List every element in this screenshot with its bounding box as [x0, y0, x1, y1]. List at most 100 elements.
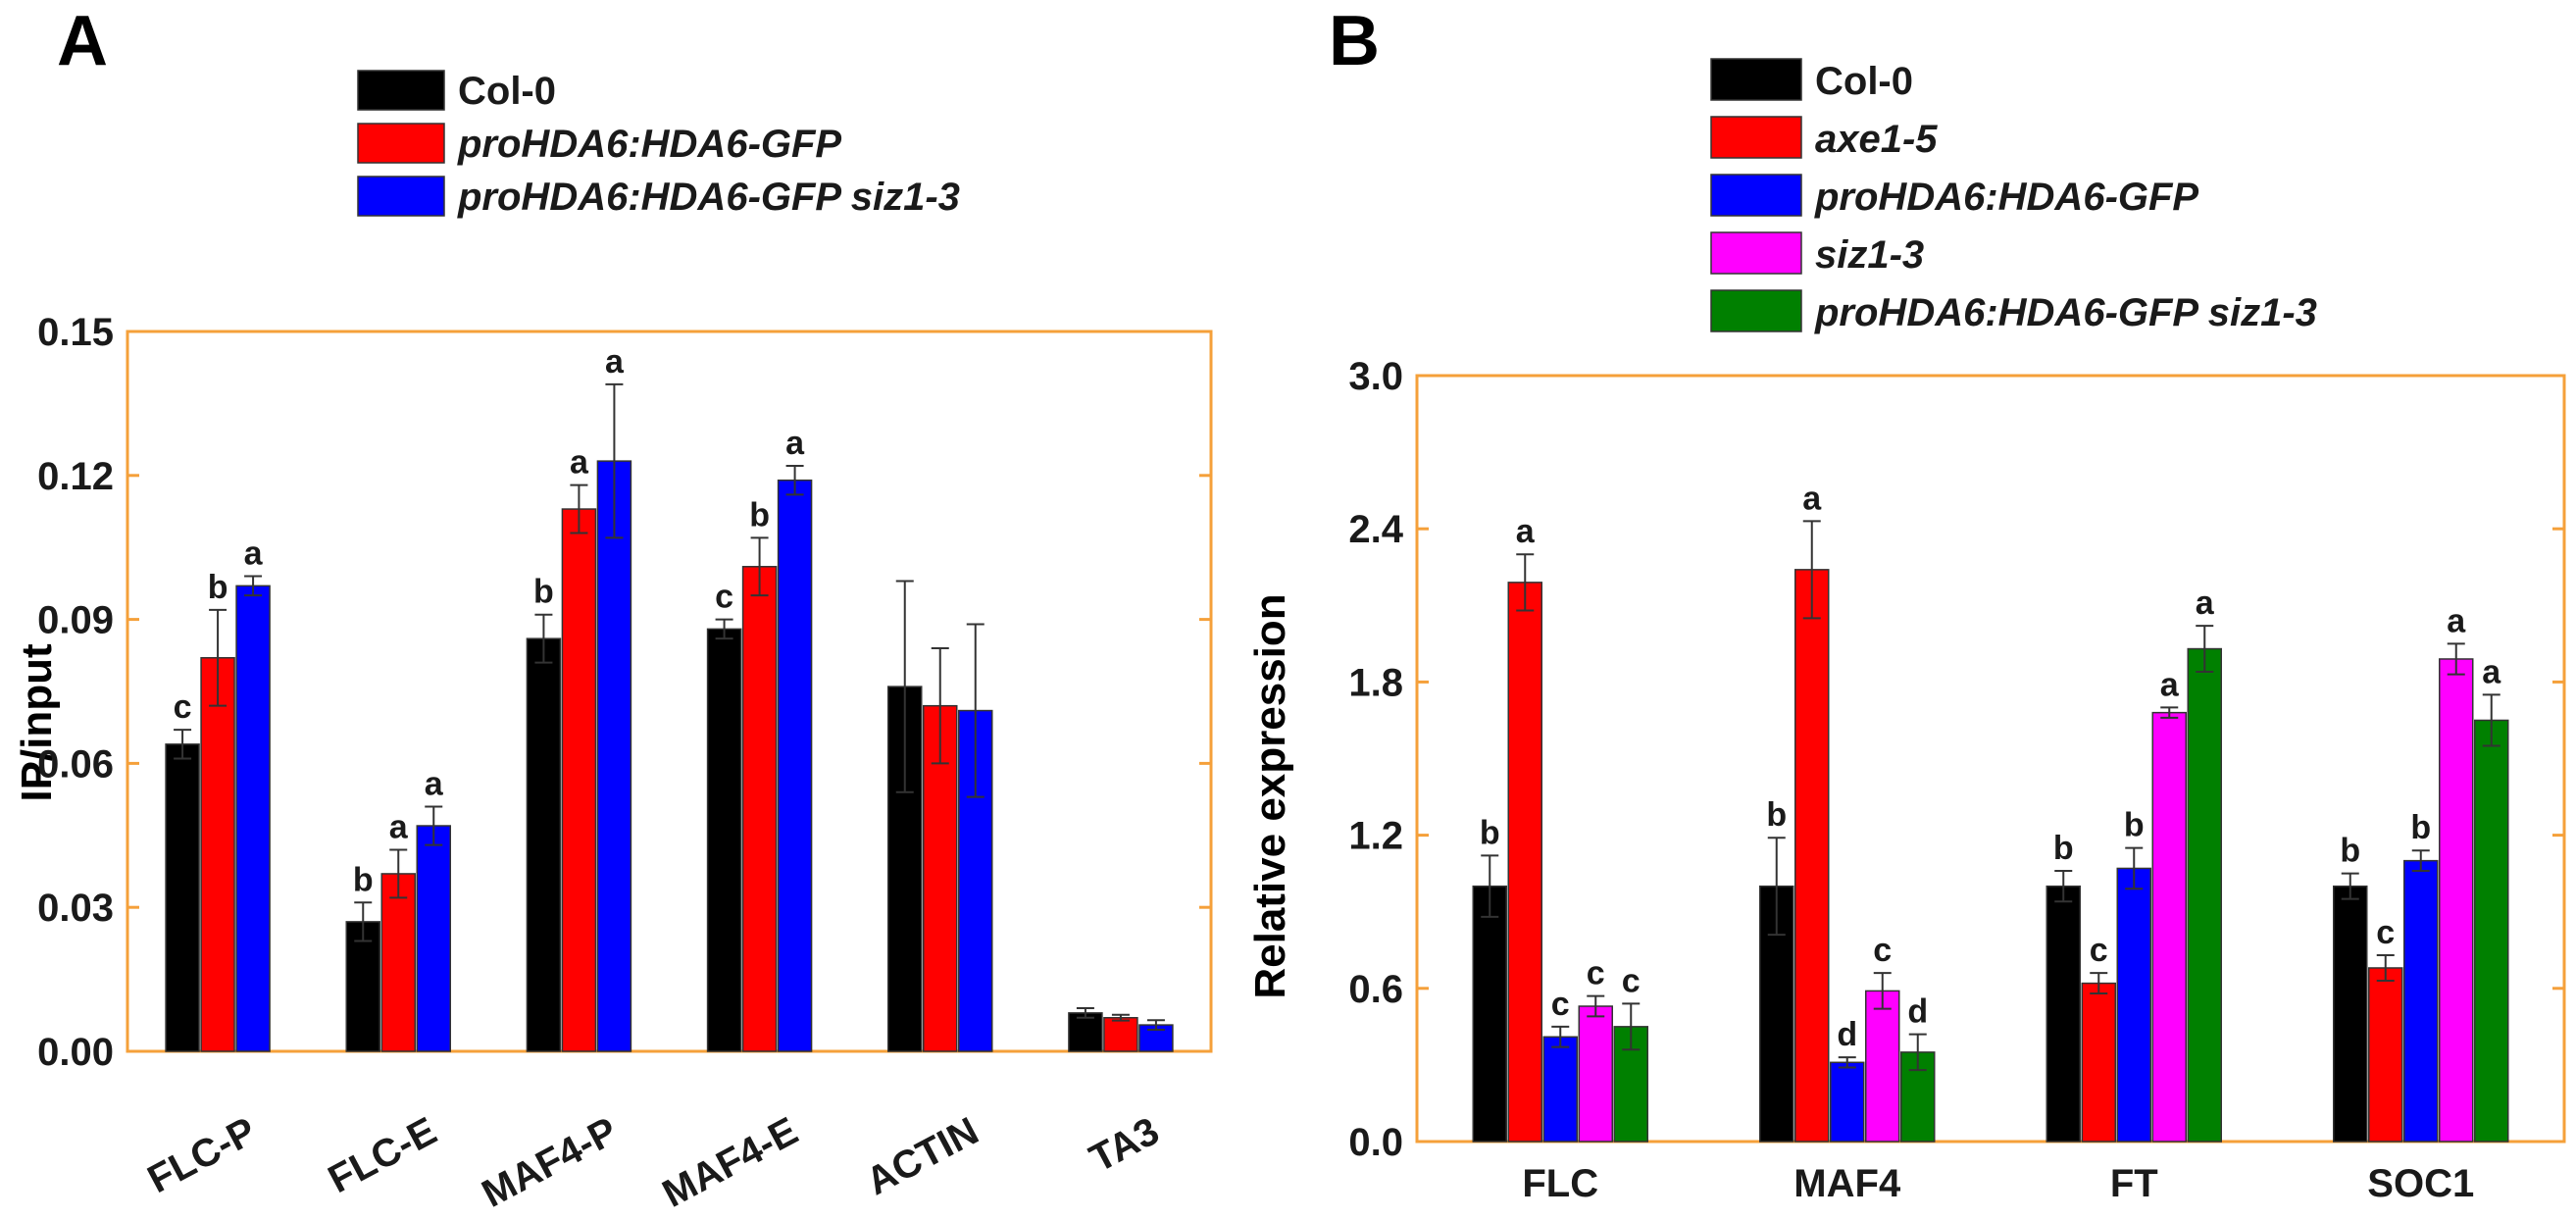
panel-a-bar-flc-p-col-0: [165, 743, 200, 1052]
panel-b-significance-letter: c: [1551, 986, 1570, 1023]
panel-b-legend: Col-0 axe1-5 proHDA6:HDA6-GFP siz1-3 proHDA6…: [1710, 58, 2317, 334]
panel-b: B Col-0 axe1-5 proHDA6:HDA6-GFP siz1-3 proHD…: [1246, 2, 2566, 1205]
panel-b-bar-flc-siz1-3: [1578, 1005, 1613, 1143]
panel-b-legend-swatch: [1710, 289, 1802, 332]
panel-a-ytick-label: 0.15: [37, 311, 114, 354]
panel-b-significance-letter: c: [2376, 914, 2395, 951]
panel-a-letter: A: [57, 2, 108, 80]
panel-b-significance-letter: a: [1802, 480, 1822, 517]
panel-a-significance-letter: a: [570, 444, 589, 482]
panel-a-bar-maf4-p-prohda6-hda6-gfp-siz1-3: [596, 460, 632, 1052]
panel-b-significance-letter: b: [2410, 809, 2431, 846]
panel-b-significance-letter: c: [1587, 955, 1605, 992]
panel-a-bar-maf4-e-col-0: [706, 628, 742, 1052]
panel-b-legend-label: axe1-5: [1815, 118, 1938, 161]
panel-a-bar-ta3-prohda6-hda6-gfp: [1103, 1016, 1138, 1052]
panel-b-legend-label: Col-0: [1815, 60, 1913, 103]
panel-a-significance-letter: a: [425, 765, 444, 802]
panel-b-bar-ft-prohda6-hda6-gfp-siz1-3: [2187, 647, 2222, 1143]
panel-b-bar-soc1-col-0: [2333, 885, 2368, 1143]
panel-b-category-label: SOC1: [2367, 1162, 2474, 1205]
panel-b-legend-label: proHDA6:HDA6-GFP siz1-3: [1814, 291, 2317, 334]
panel-a-legend-label: proHDA6:HDA6-GFP siz1-3: [457, 176, 960, 219]
panel-b-significance-letter: c: [2090, 932, 2108, 969]
panel-b-bar-ft-prohda6-hda6-gfp: [2116, 867, 2151, 1143]
panel-a-plot-frame: [126, 330, 1213, 1053]
panel-a-bar-maf4-p-col-0: [526, 637, 562, 1052]
panel-a-significance-letter: c: [715, 579, 733, 616]
panel-a-ytick-label: 0.12: [37, 455, 114, 498]
panel-b-ytick-label: 0.6: [1348, 968, 1403, 1011]
panel-b-ytick-label: 3.0: [1348, 355, 1403, 398]
panel-a-bar-flc-p-prohda6-hda6-gfp: [200, 656, 235, 1052]
panel-b-significance-letter: c: [1873, 932, 1892, 969]
panel-b-bar-soc1-prohda6-hda6-gfp-siz1-3: [2474, 719, 2509, 1143]
panel-b-legend-swatch: [1710, 58, 1802, 101]
panel-a-significance-letter: c: [174, 688, 192, 726]
panel-a-legend-label: proHDA6:HDA6-GFP: [457, 123, 841, 166]
panel-b-bar-soc1-siz1-3: [2439, 658, 2474, 1143]
panel-b-bar-flc-axe1-5: [1507, 582, 1542, 1143]
panel-a-bar-flc-e-col-0: [345, 921, 380, 1052]
panel-a-ytick-label: 0.06: [37, 742, 114, 786]
panel-b-bar-soc1-axe1-5: [2368, 967, 2403, 1143]
panel-a-bar-ta3-col-0: [1068, 1012, 1103, 1052]
panel-b-significance-letter: b: [2053, 830, 2074, 867]
panel-b-plot-frame: [1415, 374, 2566, 1144]
panel-b-significance-letter: b: [1480, 814, 1500, 851]
panel-a-legend-label: Col-0: [458, 70, 556, 113]
panel-b-bar-maf4-siz1-3: [1865, 990, 1900, 1143]
panel-b-category-label: FT: [2110, 1162, 2158, 1205]
panel-a-bar-flc-p-prohda6-hda6-gfp-siz1-3: [235, 585, 271, 1052]
panel-b-legend-swatch: [1710, 231, 1802, 275]
panel-b-bar-maf4-axe1-5: [1794, 569, 1830, 1143]
panel-b-significance-letter: d: [1907, 993, 1928, 1031]
panel-b-ytick-label: 1.8: [1348, 661, 1403, 704]
panel-a-significance-letter: b: [749, 496, 770, 534]
panel-a-ytick-label: 0.09: [37, 599, 114, 642]
panel-b-ytick-label: 1.2: [1348, 815, 1403, 858]
panel-a-significance-letter: a: [389, 808, 409, 845]
panel-b-bar-ft-axe1-5: [2081, 982, 2116, 1143]
panel-b-ylabel: Relative expression: [1246, 593, 1294, 998]
panel-b-legend-swatch: [1710, 116, 1802, 159]
panel-b-significance-letter: b: [2340, 833, 2360, 870]
panel-a-legend: Col-0 proHDA6:HDA6-GFP proHDA6:HDA6-GFP si…: [357, 70, 960, 219]
panel-b-significance-letter: b: [2124, 807, 2145, 844]
panel-a-bar-maf4-e-prohda6-hda6-gfp: [741, 566, 778, 1052]
panel-b-bar-ft-col-0: [2046, 885, 2081, 1143]
panel-b-significance-letter: a: [2482, 653, 2501, 690]
panel-a-category-label: FLC-P: [141, 1109, 264, 1201]
panel-a-legend-swatch: [357, 70, 445, 111]
panel-a: A Col-0 proHDA6:HDA6-GFP proHDA6:HDA6-GFP …: [13, 2, 1213, 1216]
panel-a-category-label: MAF4-E: [656, 1109, 805, 1216]
panel-b-significance-letter: a: [2196, 585, 2215, 622]
panel-a-ytick-label: 0.00: [37, 1031, 114, 1074]
panel-a-significance-letter: b: [353, 861, 374, 898]
panel-a-category-label: FLC-E: [322, 1109, 444, 1201]
panel-b-bar-flc-prohda6-hda6-gfp: [1542, 1036, 1578, 1143]
panel-a-significance-letter: a: [244, 535, 264, 573]
panel-b-letter: B: [1329, 2, 1380, 80]
panel-a-significance-letter: a: [605, 343, 625, 381]
panel-b-significance-letter: d: [1837, 1016, 1857, 1053]
panel-a-category-label: ACTIN: [859, 1109, 985, 1203]
panel-b-category-label: FLC: [1522, 1162, 1598, 1205]
panel-a-bar-maf4-p-prohda6-hda6-gfp: [561, 508, 597, 1052]
panel-a-ytick-label: 0.03: [37, 887, 114, 930]
panel-a-chart: 0.000.030.060.090.120.15cbaFLC-PbaaFLC-E…: [37, 311, 1213, 1216]
panel-b-significance-letter: c: [1622, 962, 1641, 999]
panel-b-ytick-label: 2.4: [1348, 508, 1403, 551]
panel-b-bar-soc1-prohda6-hda6-gfp: [2403, 859, 2439, 1143]
panel-a-category-label: MAF4-P: [476, 1109, 625, 1216]
panel-b-significance-letter: a: [1516, 513, 1536, 550]
panel-a-significance-letter: b: [208, 569, 228, 606]
panel-b-legend-label: proHDA6:HDA6-GFP: [1814, 176, 2198, 219]
panel-b-bar-ft-siz1-3: [2151, 711, 2187, 1143]
panel-a-legend-swatch: [357, 176, 445, 217]
panel-b-legend-label: siz1-3: [1815, 233, 1924, 277]
panel-b-legend-swatch: [1710, 174, 1802, 217]
panel-b-ytick-label: 0.0: [1348, 1121, 1403, 1164]
